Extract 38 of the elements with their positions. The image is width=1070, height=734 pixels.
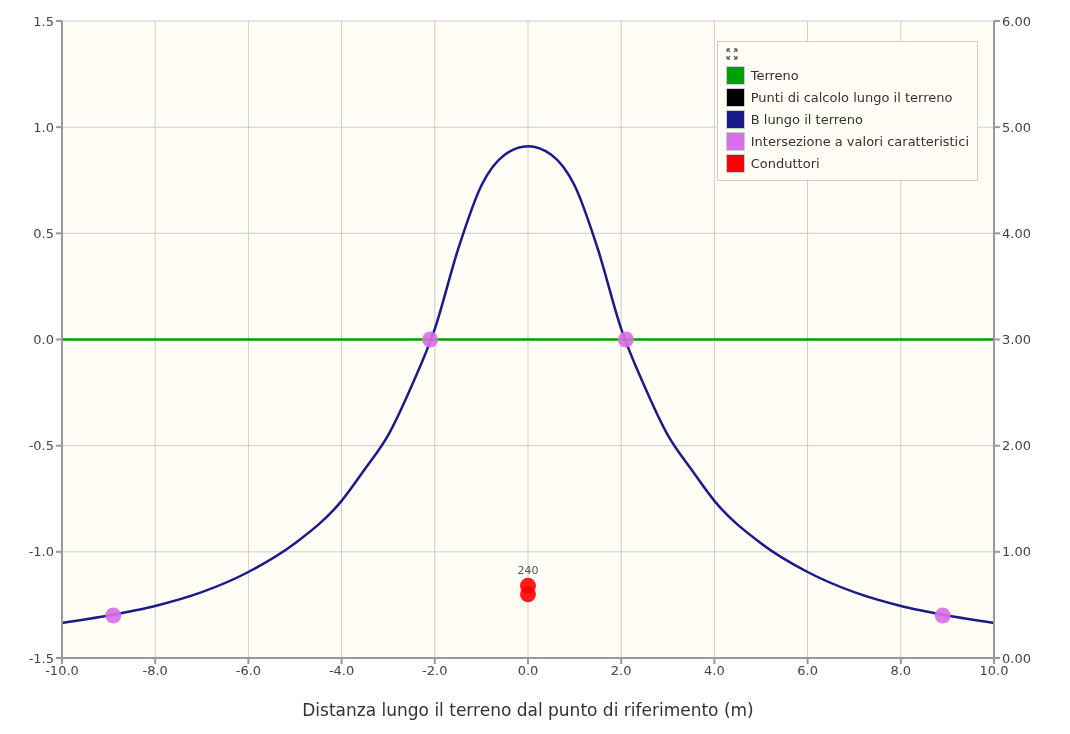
x-tick-label: 10.0 xyxy=(979,663,1009,679)
x-axis-title: Distanza lungo il terreno dal punto di riferimento (m) xyxy=(302,700,754,720)
annotation: 240 xyxy=(517,563,539,577)
point xyxy=(934,607,951,624)
y-tick-label: 0.5 xyxy=(33,225,54,241)
y2-tick-label: 2.00 xyxy=(1002,438,1031,454)
y-tick-label: 1.0 xyxy=(33,119,54,135)
y2-tick-label: 4.00 xyxy=(1002,225,1031,241)
x-tick-label: -4.0 xyxy=(328,663,355,679)
x-tick-label: 4.0 xyxy=(704,663,725,679)
legend-label: Conduttori xyxy=(750,155,820,171)
y2-tick-label: 5.00 xyxy=(1002,119,1031,135)
point xyxy=(105,607,122,624)
point xyxy=(520,586,536,603)
x-tick-label: -2.0 xyxy=(422,663,448,679)
legend-label: Punti di calcolo lungo il terreno xyxy=(750,89,953,105)
legend-label: B lungo il terreno xyxy=(750,111,864,127)
line-series xyxy=(62,145,994,625)
legend-label: Terreno xyxy=(750,67,799,83)
x-tick-label: -6.0 xyxy=(235,663,262,679)
y-tick-label: 1.5 xyxy=(33,13,54,29)
x-tick-label: -8.0 xyxy=(142,663,168,679)
point xyxy=(422,331,439,348)
x-tick-label: -10.0 xyxy=(45,663,79,679)
x-tick-label: 8.0 xyxy=(890,663,912,679)
y2-tick-label: 6.00 xyxy=(1002,13,1031,29)
legend-label: Intersezione a valori caratteristici xyxy=(750,133,969,149)
x-tick-label: 6.0 xyxy=(797,663,818,679)
y2-tick-label: 3.00 xyxy=(1002,332,1031,348)
y-tick-label: -1.5 xyxy=(28,650,54,666)
y2-tick-label: 1.00 xyxy=(1002,544,1031,560)
y2-tick-label: 0.00 xyxy=(1002,650,1031,666)
point xyxy=(617,331,634,348)
y-tick-label: -0.5 xyxy=(28,438,54,454)
x-tick-label: 2.0 xyxy=(610,663,632,679)
x-tick-label: 0.0 xyxy=(517,663,539,679)
y-tick-label: -1.0 xyxy=(28,544,54,560)
y-tick-label: 0.0 xyxy=(33,332,54,348)
